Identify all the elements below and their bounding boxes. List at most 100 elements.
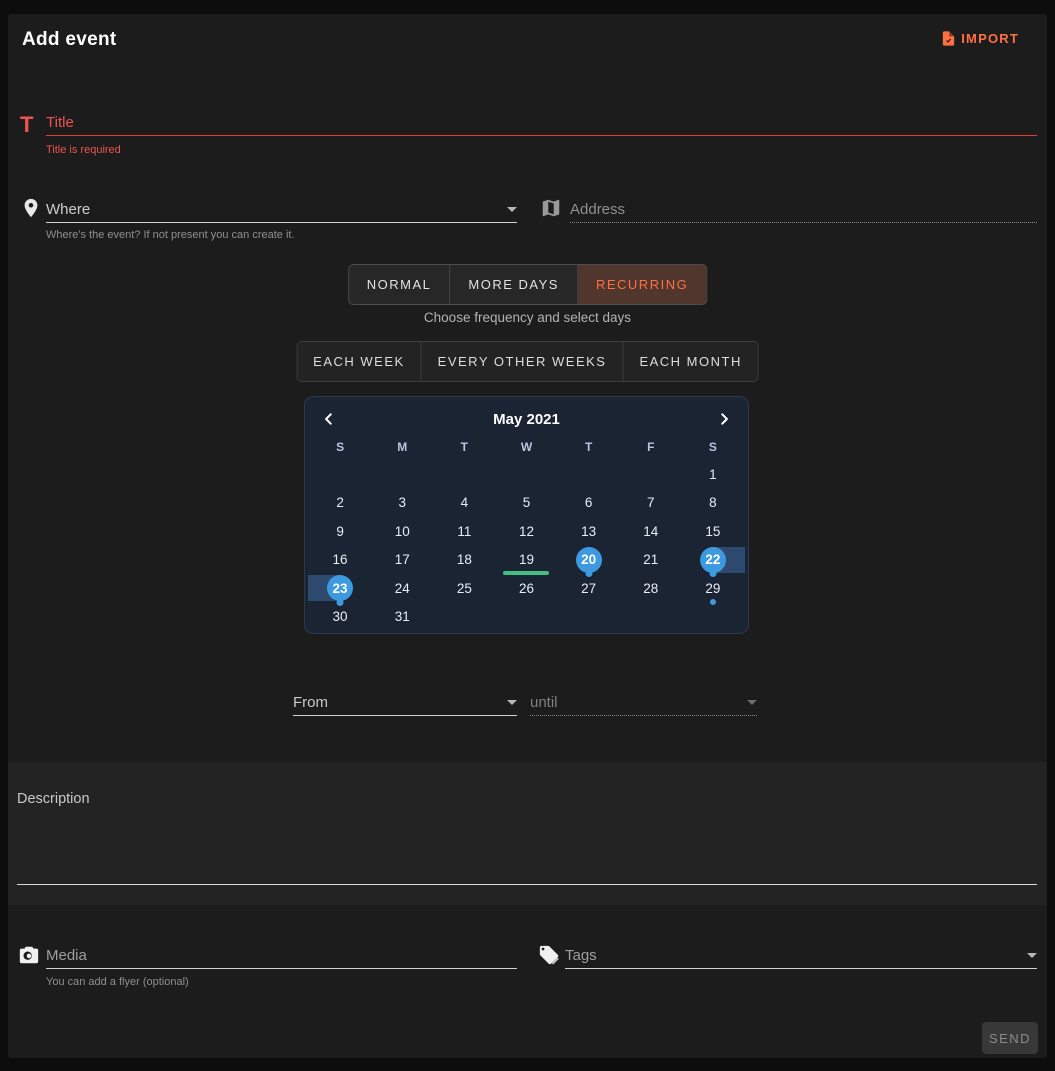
- import-label: IMPORT: [961, 31, 1019, 46]
- weekday-label: T: [584, 440, 593, 454]
- weekday-label: F: [647, 440, 655, 454]
- calendar-week-row: 30 31: [309, 603, 744, 632]
- calendar-day-27[interactable]: 27: [558, 574, 620, 603]
- calendar-day-30[interactable]: 30: [309, 603, 371, 632]
- freq-every-other-weeks-button[interactable]: EVERY OTHER WEEKS: [421, 342, 624, 381]
- day-number: 22: [699, 546, 726, 573]
- calendar-day-6[interactable]: 6: [558, 489, 620, 518]
- media-input[interactable]: [46, 943, 517, 968]
- title-error-text: Title is required: [46, 144, 121, 156]
- title-input[interactable]: [46, 110, 1037, 135]
- chevron-down-icon: [507, 700, 517, 705]
- calendar-empty-cell: [620, 603, 682, 632]
- prev-month-button[interactable]: [309, 404, 349, 434]
- day-number: 28: [643, 580, 659, 596]
- calendar-day-18[interactable]: 18: [433, 546, 495, 575]
- calendar-empty-cell: [433, 460, 495, 489]
- calendar-day-17[interactable]: 17: [371, 546, 433, 575]
- calendar-day-31[interactable]: 31: [371, 603, 433, 632]
- calendar-day-28[interactable]: 28: [620, 574, 682, 603]
- tags-label: Tags: [565, 947, 597, 964]
- tab-recurring[interactable]: RECURRING: [577, 265, 707, 304]
- calendar-week-row: 1: [309, 460, 744, 489]
- day-number: 8: [709, 495, 717, 511]
- media-field: [46, 943, 517, 969]
- calendar-day-8[interactable]: 8: [682, 489, 744, 518]
- day-number: 25: [456, 580, 472, 596]
- calendar-empty-cell: [495, 603, 557, 632]
- calendar-day-9[interactable]: 9: [309, 517, 371, 546]
- calendar-day-7[interactable]: 7: [620, 489, 682, 518]
- calendar-empty-cell: [620, 460, 682, 489]
- calendar-empty-cell: [371, 460, 433, 489]
- calendar-day-2[interactable]: 2: [309, 489, 371, 518]
- calendar-day-15[interactable]: 15: [682, 517, 744, 546]
- calendar-day-20[interactable]: 20: [558, 546, 620, 577]
- day-number: 13: [581, 523, 597, 539]
- weekday-label: T: [460, 440, 469, 454]
- calendar-week-row: 16 17 18 19 20 21 22: [309, 546, 745, 577]
- calendar-week-row: 2 3 4 5 6 7 8: [309, 489, 744, 518]
- calendar-day-5[interactable]: 5: [495, 489, 557, 518]
- freq-each-week-button[interactable]: EACH WEEK: [297, 342, 422, 381]
- calendar-empty-cell: [558, 460, 620, 489]
- day-number: 24: [394, 580, 410, 596]
- freq-each-month-button[interactable]: EACH MONTH: [623, 342, 758, 381]
- mode-tab-group: NORMAL MORE DAYS RECURRING: [347, 264, 708, 305]
- today-indicator: [503, 571, 550, 575]
- day-number: 26: [518, 580, 534, 596]
- frequency-button-group: EACH WEEK EVERY OTHER WEEKS EACH MONTH: [296, 341, 759, 382]
- day-number: 4: [460, 495, 469, 511]
- weekday-label: S: [336, 440, 345, 454]
- calendar-day-25[interactable]: 25: [433, 574, 495, 603]
- calendar-day-19[interactable]: 19: [495, 546, 557, 575]
- title-format-icon: T: [20, 112, 34, 137]
- calendar-day-14[interactable]: 14: [620, 517, 682, 546]
- address-input[interactable]: [570, 196, 1037, 222]
- calendar-day-3[interactable]: 3: [371, 489, 433, 518]
- calendar-day-29[interactable]: 29: [682, 574, 744, 605]
- where-select[interactable]: Where: [46, 196, 517, 223]
- description-label: Description: [17, 791, 90, 807]
- tags-icon: [538, 944, 560, 966]
- tags-select[interactable]: Tags: [565, 943, 1037, 969]
- frequency-hint: Choose frequency and select days: [423, 310, 632, 325]
- calendar-day-1[interactable]: 1: [682, 460, 744, 489]
- tab-normal[interactable]: NORMAL: [348, 265, 451, 304]
- calendar-day-22[interactable]: 22: [682, 546, 745, 577]
- calendar-empty-cell: [309, 460, 371, 489]
- location-pin-icon: [20, 197, 42, 219]
- next-month-button[interactable]: [704, 404, 744, 434]
- media-helper-text: You can add a flyer (optional): [46, 976, 189, 988]
- address-field: [570, 196, 1037, 223]
- from-time-select[interactable]: From: [293, 690, 517, 716]
- calendar-day-4[interactable]: 4: [433, 489, 495, 518]
- send-button[interactable]: SEND: [982, 1022, 1038, 1054]
- calendar-day-16[interactable]: 16: [309, 546, 371, 575]
- day-number: 30: [332, 609, 348, 625]
- calendar-day-21[interactable]: 21: [620, 546, 682, 575]
- day-number: 27: [581, 580, 597, 596]
- day-number: 5: [522, 495, 531, 511]
- calendar-day-10[interactable]: 10: [371, 517, 433, 546]
- calendar-empty-cell: [558, 603, 620, 632]
- import-button[interactable]: IMPORT: [940, 30, 1019, 47]
- day-number: 2: [336, 495, 344, 511]
- calendar-day-11[interactable]: 11: [433, 517, 495, 546]
- day-number: 15: [705, 523, 721, 539]
- description-textarea[interactable]: [17, 812, 1037, 885]
- calendar-day-24[interactable]: 24: [371, 574, 433, 603]
- calendar-day-23[interactable]: 23: [308, 574, 371, 606]
- day-number: 21: [643, 552, 659, 568]
- day-number: 1: [709, 466, 717, 482]
- calendar-day-13[interactable]: 13: [558, 517, 620, 546]
- calendar-day-12[interactable]: 12: [495, 517, 557, 546]
- day-number: 20: [575, 546, 602, 573]
- calendar-day-26[interactable]: 26: [495, 574, 557, 603]
- day-number: 19: [518, 552, 534, 568]
- day-number: 31: [394, 609, 410, 625]
- tab-more-days[interactable]: MORE DAYS: [450, 265, 578, 304]
- until-time-select[interactable]: until: [530, 690, 757, 716]
